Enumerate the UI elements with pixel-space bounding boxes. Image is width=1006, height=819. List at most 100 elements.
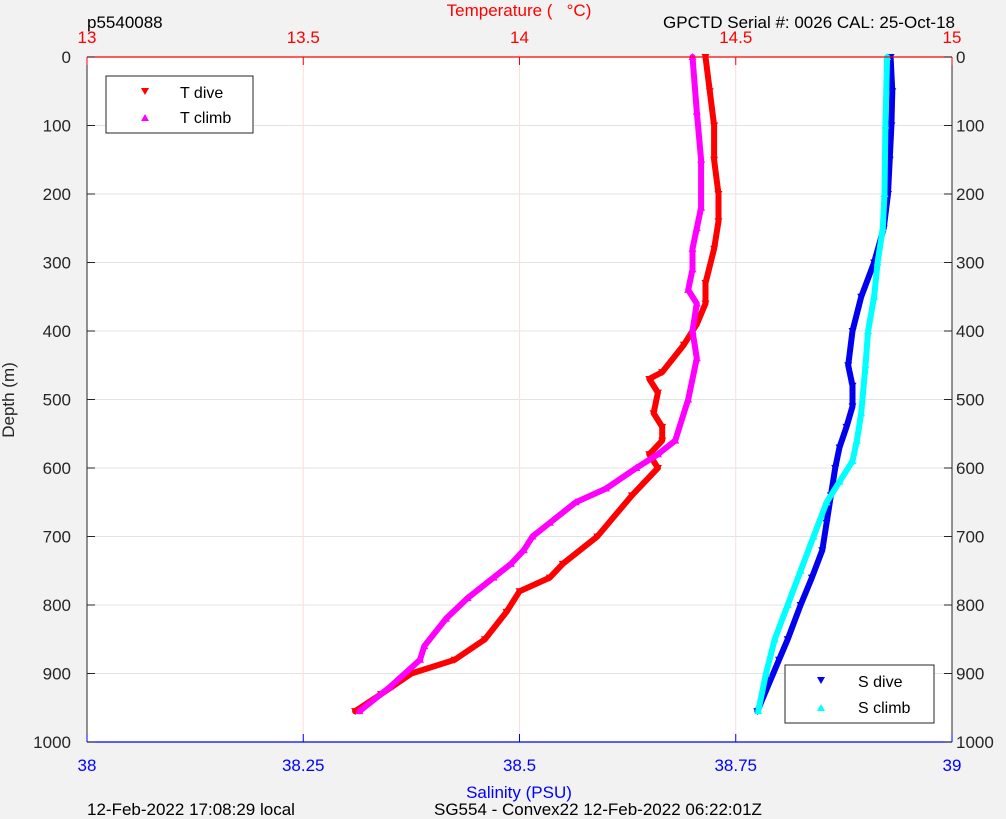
s-climb-point (796, 566, 805, 574)
s-climb-point (852, 436, 861, 444)
depth-axis-label: Depth (m) (0, 362, 18, 438)
t-dive-point (710, 122, 719, 130)
t-climb-point (528, 532, 537, 540)
t-dive-point (653, 465, 662, 472)
t-climb-line (356, 54, 705, 715)
t-dive-point (701, 300, 710, 308)
temperature-tick-label: 14.5 (719, 28, 752, 47)
left-depth-tick-label: 800 (43, 596, 71, 615)
t-climb-point (671, 436, 680, 444)
legend-s-dive-marker (817, 677, 825, 684)
right-depth-tick-label: 900 (956, 665, 984, 684)
right-depth-tick-label: 100 (956, 117, 984, 136)
t-climb-point (684, 285, 693, 293)
right-depth-tick-label: 700 (956, 528, 984, 547)
salinity-tick-label: 38.75 (714, 756, 757, 775)
legend-t-climb-marker (141, 114, 149, 121)
t-climb-point (697, 203, 706, 211)
s-climb-point (770, 635, 779, 643)
t-dive-point (645, 375, 654, 383)
t-dive-point (502, 608, 511, 616)
s-climb-point (880, 190, 889, 197)
s-dive-point (807, 574, 816, 582)
legend-s-dive-label: S dive (858, 674, 903, 691)
t-dive-point (714, 191, 723, 198)
axis-ticks: 0 0 100 100 200 200 300 300 400 400 500 500 600 600 70… (33, 28, 994, 775)
s-climb-point (864, 327, 873, 334)
t-climb-point (632, 464, 641, 471)
s-dive-point (783, 636, 792, 644)
t-climb-point (688, 327, 697, 334)
legend-t-dive-marker (141, 88, 149, 95)
left-depth-tick-label: 300 (43, 254, 71, 273)
left-depth-tick-label: 600 (43, 459, 71, 478)
salinity-legend-box (784, 664, 935, 724)
s-dive-point (887, 122, 896, 130)
serial-cal-info: GPCTD Serial #: 0026 CAL: 25-Oct-18 (663, 13, 955, 32)
s-climb-point (861, 361, 870, 369)
legend-s-climb-marker (817, 704, 825, 711)
t-dive-point (593, 533, 602, 541)
left-depth-tick-label: 500 (43, 391, 71, 410)
salinity-tick-label: 39 (943, 756, 962, 775)
s-dive-point (888, 88, 897, 96)
t-climb-point (355, 707, 364, 715)
grid-lines (87, 57, 952, 742)
t-dive-point (710, 245, 719, 253)
t-climb-point (692, 107, 701, 115)
t-dive-point (545, 574, 554, 582)
temperature-axis-label: Temperature ( °C) (447, 1, 592, 20)
t-dive-point (658, 437, 667, 445)
t-dive-point (658, 369, 667, 377)
t-climb-point (692, 354, 701, 362)
t-dive-point (515, 588, 524, 596)
profile-id: p5540088 (87, 13, 163, 32)
s-dive-point (857, 293, 866, 301)
s-climb-point (870, 292, 879, 300)
t-climb-point (441, 614, 450, 622)
salinity-tick-label: 38.5 (503, 756, 536, 775)
right-depth-tick-label: 800 (956, 596, 984, 615)
t-climb-point (416, 655, 425, 663)
temperature-tick-label: 13.5 (287, 28, 320, 47)
t-dive-point (558, 560, 567, 568)
t-climb-point (545, 518, 554, 526)
s-dive-point (842, 423, 851, 431)
left-depth-tick-label: 200 (43, 185, 71, 204)
s-climb-point (762, 669, 771, 677)
salinity-legend: S dive S climb (784, 664, 935, 724)
t-climb-point (420, 642, 429, 650)
right-depth-tick-label: 600 (956, 459, 984, 478)
salinity-tick-label: 38.25 (282, 756, 325, 775)
t-climb-point (692, 299, 701, 307)
t-climb-point (519, 546, 528, 554)
local-timestamp: 12-Feb-2022 17:08:29 local (87, 800, 295, 819)
temperature-tick-label: 14 (510, 28, 529, 47)
salinity-axis-label: Salinity (PSU) (466, 783, 572, 802)
s-climb-point (822, 498, 831, 506)
t-climb-point (688, 265, 697, 273)
right-depth-tick-label: 300 (956, 254, 984, 273)
right-depth-tick-label: 0 (956, 48, 965, 67)
left-depth-tick-label: 700 (43, 528, 71, 547)
t-dive-line (352, 54, 722, 715)
left-depth-tick-label: 900 (43, 665, 71, 684)
s-dive-point (848, 403, 857, 411)
temperature-legend-box (105, 75, 254, 134)
salinity-tick-label: 38 (78, 756, 97, 775)
t-dive-point (649, 410, 658, 418)
s-dive-point (844, 362, 853, 370)
t-dive-point (627, 492, 636, 500)
right-depth-tick-label: 500 (956, 391, 984, 410)
t-climb-point (385, 683, 394, 691)
left-depth-tick-label: 0 (62, 48, 71, 67)
t-dive-point (645, 451, 654, 459)
legend-t-climb-label: T climb (180, 110, 231, 127)
t-climb-point (463, 594, 472, 602)
s-dive-point (775, 656, 783, 664)
s-climb-point (809, 532, 818, 540)
t-climb-point (506, 559, 515, 567)
t-climb-point (688, 244, 697, 252)
legend-s-climb-label: S climb (858, 700, 911, 717)
t-dive-point (714, 218, 723, 226)
